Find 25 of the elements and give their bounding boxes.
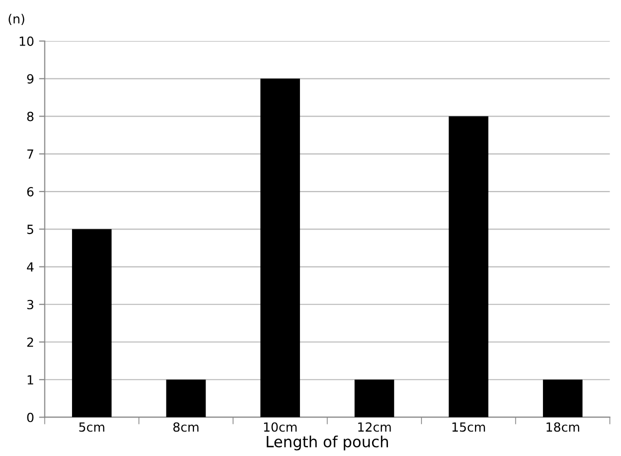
x-axis-title: Length of pouch — [266, 436, 388, 450]
x-tick-label: 5cm — [79, 422, 104, 432]
y-tick-label: 8 — [27, 112, 34, 122]
x-tick-label: 8cm — [173, 422, 198, 432]
y-tick-label: 1 — [28, 375, 34, 384]
bar — [166, 380, 206, 418]
bar — [72, 229, 112, 418]
y-tick-label: 2 — [27, 337, 34, 347]
bar — [448, 116, 488, 418]
x-tick-label: 18cm — [546, 422, 580, 432]
y-axis-title: (n) — [8, 14, 24, 26]
x-tick-label: 12cm — [358, 422, 391, 432]
y-tick-label: 6 — [27, 186, 34, 196]
y-tick-label: 9 — [27, 74, 34, 84]
x-tick-label: 15cm — [452, 422, 485, 432]
x-tick-label: 10cm — [264, 422, 297, 432]
y-tick-label: 10 — [20, 36, 34, 46]
y-tick-label: 5 — [27, 224, 34, 234]
y-tick-label: 4 — [26, 262, 34, 272]
bar — [542, 380, 583, 418]
y-tick-label: 7 — [27, 150, 34, 159]
y-tick-label: 3 — [27, 300, 34, 310]
bar — [354, 380, 394, 418]
bar — [260, 78, 300, 418]
y-tick-label: 0 — [27, 412, 34, 422]
